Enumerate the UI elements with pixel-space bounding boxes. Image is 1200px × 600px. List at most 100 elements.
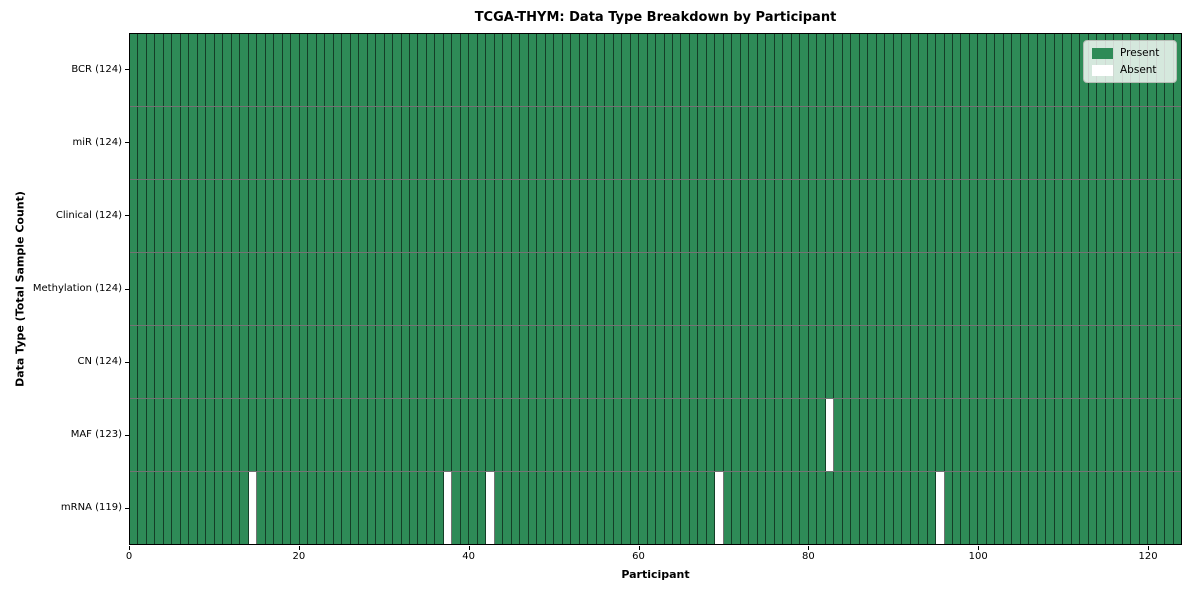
heatmap-cell (673, 180, 682, 252)
heatmap-cell (808, 326, 818, 398)
legend-label-absent: Absent (1120, 64, 1157, 76)
heatmap-cell (409, 326, 419, 398)
heatmap-cell (333, 180, 343, 252)
heatmap-cell (656, 399, 665, 471)
heatmap-cell (749, 326, 758, 398)
heatmap-cell (350, 107, 360, 179)
heatmap-cell (978, 253, 987, 325)
heatmap-cell (240, 34, 249, 106)
heatmap-cell (647, 107, 657, 179)
heatmap-cell (944, 34, 953, 106)
heatmap-cell (214, 472, 224, 544)
heatmap-cell (749, 180, 758, 252)
heatmap-cell (1063, 472, 1072, 544)
heatmap-cell (936, 180, 945, 252)
heatmap-cell (316, 180, 326, 252)
heatmap-cell (197, 107, 207, 179)
heatmap-cell (919, 472, 928, 544)
heatmap-cell (384, 34, 394, 106)
heatmap-cell (1156, 326, 1166, 398)
heatmap-cell (1003, 472, 1013, 544)
heatmap-cell (240, 399, 249, 471)
heatmap-cell (172, 326, 181, 398)
heatmap-cell (791, 180, 801, 252)
heatmap-cell (477, 34, 487, 106)
heatmap-cell (749, 34, 758, 106)
heatmap-cell (554, 253, 563, 325)
heatmap-cell (1037, 34, 1047, 106)
heatmap-cell (740, 399, 750, 471)
heatmap-cell (257, 253, 266, 325)
heatmap-cell (936, 34, 945, 106)
heatmap-cell (656, 107, 665, 179)
heatmap-cell (469, 253, 478, 325)
heatmap-cell (367, 34, 377, 106)
heatmap-cell (299, 399, 309, 471)
heatmap-cell (910, 180, 920, 252)
heatmap-cell (376, 399, 385, 471)
heatmap-cell (622, 34, 631, 106)
heatmap-cell (605, 326, 614, 398)
heatmap-cell (698, 399, 707, 471)
heatmap-cell (902, 399, 911, 471)
heatmap-cell (384, 180, 394, 252)
heatmap-cell (1173, 472, 1182, 544)
heatmap-cell (401, 180, 410, 252)
heatmap-cell (1148, 253, 1157, 325)
heatmap-cell (995, 399, 1004, 471)
heatmap-cell (944, 107, 953, 179)
heatmap-cell (630, 180, 640, 252)
heatmap-cell (647, 180, 657, 252)
heatmap-cell (537, 180, 546, 252)
heatmap-cell (596, 34, 606, 106)
heatmap-cell (1088, 107, 1098, 179)
heatmap-cell (876, 472, 886, 544)
heatmap-cell (1148, 180, 1157, 252)
heatmap-cell (1114, 253, 1123, 325)
heatmap-cell (299, 107, 309, 179)
heatmap-cell (952, 399, 962, 471)
heatmap-cell (333, 107, 343, 179)
heatmap-cell (944, 180, 953, 252)
heatmap-cell (223, 399, 232, 471)
heatmap-cell (825, 472, 835, 544)
heatmap-cell (1037, 399, 1047, 471)
heatmap-cell (1012, 472, 1021, 544)
heatmap-cell (689, 472, 699, 544)
heatmap-cell (1054, 253, 1064, 325)
heatmap-cell (384, 107, 394, 179)
heatmap-cell (342, 472, 351, 544)
heatmap-cell (986, 326, 996, 398)
heatmap-cell (851, 180, 860, 252)
heatmap-cell (630, 326, 640, 398)
heatmap-cell (469, 107, 478, 179)
heatmap-cell (613, 399, 623, 471)
heatmap-cell (477, 472, 487, 544)
heatmap-cell (359, 253, 368, 325)
heatmap-cell (910, 34, 920, 106)
heatmap-cell (851, 34, 860, 106)
heatmap-cell (291, 34, 300, 106)
heatmap-cell (1097, 472, 1106, 544)
heatmap-cell (842, 34, 852, 106)
heatmap-cell (715, 253, 724, 325)
heatmap-cell (571, 107, 580, 179)
heatmap-cell (681, 253, 690, 325)
heatmap-cell (757, 180, 767, 252)
heatmap-cell (469, 399, 478, 471)
heatmap-cell (562, 253, 572, 325)
heatmap-cell (138, 34, 147, 106)
heatmap-cell (1165, 399, 1174, 471)
heatmap-cell (426, 326, 436, 398)
heatmap-cell (537, 399, 546, 471)
heatmap-cell (978, 107, 987, 179)
heatmap-cell (681, 326, 690, 398)
heatmap-cell (757, 34, 767, 106)
heatmap-cell (1071, 399, 1081, 471)
heatmap-cell (893, 107, 903, 179)
heatmap-cell (927, 472, 937, 544)
heatmap-cell (1131, 180, 1140, 252)
heatmap-cell (1165, 472, 1174, 544)
heatmap-cell (893, 326, 903, 398)
heatmap-cell (1105, 107, 1115, 179)
